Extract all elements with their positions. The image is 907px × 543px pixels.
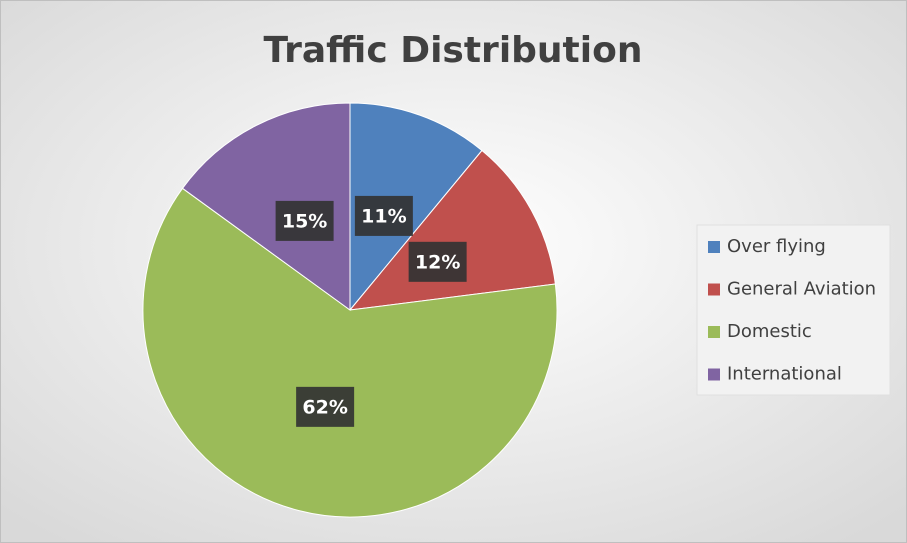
chart-title: Traffic Distribution [264,30,643,71]
data-label-box [408,241,467,282]
pie-slice [142,187,558,518]
data-label: 62% [302,396,347,418]
data-label-box [296,386,355,427]
data-label: 15% [282,210,327,232]
legend-swatch [708,241,720,253]
data-label: 12% [415,251,460,273]
legend-swatch [708,283,720,296]
legend-swatch [708,368,720,381]
legend-box [696,224,891,396]
data-label-box [354,195,413,236]
pie-slice [349,102,483,312]
legend-swatch [708,326,720,338]
data-label: 11% [361,205,406,227]
legend-label: International [727,364,842,385]
legend-label: Over flying [727,236,826,257]
data-label-box [275,200,334,241]
pie-slice [181,102,351,311]
pie-slice [348,149,556,311]
legend-label: General Aviation [727,279,876,300]
legend-label: Domestic [727,321,812,342]
